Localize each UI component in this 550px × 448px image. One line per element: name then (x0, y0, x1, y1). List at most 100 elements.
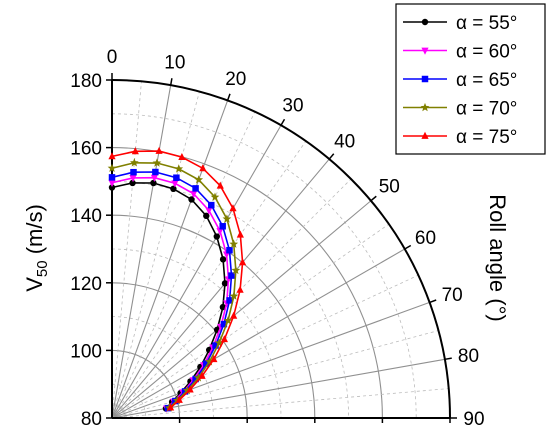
data-point (226, 297, 233, 304)
legend-item: α = 75° (403, 127, 517, 148)
data-point (181, 388, 189, 395)
data-point (152, 158, 162, 167)
grid-spoke-minor (111, 274, 419, 419)
angular-tick-mark (370, 195, 377, 202)
angular-tick-label: 60 (415, 228, 436, 249)
grid-spoke-major (111, 158, 330, 419)
data-point (192, 375, 199, 383)
data-point (150, 174, 158, 182)
angular-tick-label: 20 (225, 69, 246, 90)
legend-marker (420, 102, 430, 112)
data-point (203, 360, 210, 367)
grid-spoke-minor (111, 111, 256, 419)
data-point (170, 185, 177, 193)
data-point (130, 168, 137, 176)
data-point (236, 285, 244, 293)
grid-circle-major (111, 214, 316, 419)
data-point (186, 385, 194, 393)
data-point (192, 185, 199, 192)
data-point (194, 175, 204, 184)
grid-spoke-minor (111, 388, 449, 419)
data-point (166, 403, 175, 411)
legend-item: α = 70° (403, 99, 517, 120)
data-point (213, 233, 220, 240)
data-point (131, 147, 139, 155)
grid-spoke-major (111, 100, 229, 419)
data-point (199, 164, 207, 172)
data-point (229, 291, 239, 300)
grid-spoke-major (111, 85, 172, 419)
data-point (208, 201, 215, 209)
data-point (155, 146, 163, 154)
data-point (214, 338, 224, 347)
data-point (178, 152, 186, 161)
radial-axis-title: V50 (m/s) (22, 204, 51, 292)
data-point (174, 164, 184, 173)
angular-tick-mark (328, 153, 335, 160)
data-point (194, 373, 203, 382)
legend-label: α = 75° (456, 127, 517, 148)
grid-spoke-major (111, 125, 282, 419)
legend-marker (421, 18, 429, 26)
data-point (129, 179, 136, 187)
data-point (198, 371, 206, 379)
legend-label: α = 65° (456, 70, 517, 91)
data-point (108, 179, 116, 187)
series-line (111, 150, 244, 409)
data-point (220, 320, 228, 328)
angular-tick-label: 40 (334, 132, 355, 153)
data-point (228, 272, 235, 279)
grid-spoke-minor (111, 81, 142, 419)
angular-tick-mark (226, 93, 231, 101)
data-point (229, 204, 237, 212)
series-2 (108, 174, 233, 413)
legend-item: α = 55° (403, 13, 517, 34)
radial-tick-label: 140 (70, 206, 102, 227)
legend-label: α = 70° (456, 99, 517, 120)
data-point (230, 311, 238, 319)
legend-marker (421, 47, 429, 55)
grid-spoke-minor (111, 223, 390, 419)
grid-circle-minor (111, 383, 147, 419)
radial-axis-title-sub: 50 (34, 260, 51, 277)
legend-item: α = 60° (403, 42, 517, 63)
legend-item: α = 65° (403, 70, 517, 91)
angular-tick-label: 10 (164, 52, 185, 73)
grid-circle-major (111, 282, 248, 419)
radial-tick-label: 80 (81, 409, 102, 430)
data-point (219, 256, 227, 263)
data-point (182, 386, 192, 395)
radial-tick-label: 120 (70, 274, 102, 295)
angular-tick-mark (404, 244, 412, 250)
angular-axis-line (111, 79, 451, 419)
angular-tick-mark (444, 357, 452, 361)
data-point (108, 184, 116, 191)
angular-tick-label: 80 (458, 346, 479, 367)
data-point (171, 180, 179, 188)
grid-spoke-major (111, 200, 372, 419)
data-point (219, 223, 226, 230)
data-point (150, 179, 157, 187)
data-point (219, 303, 227, 311)
data-point (210, 192, 220, 201)
grid-spoke-major (111, 248, 405, 419)
legend: α = 55° α = 60° α = 65° α = 70° α = 75° (395, 3, 546, 155)
angular-tick-label: 70 (442, 285, 463, 306)
angular-tick-label: 90 (463, 409, 484, 430)
data-point (210, 354, 218, 363)
grid-spoke-minor (111, 140, 307, 419)
data-point (129, 175, 137, 183)
grid-spoke-minor (111, 91, 200, 419)
angular-tick-label: 50 (379, 176, 400, 197)
data-point (152, 168, 159, 176)
data-point (108, 174, 116, 181)
angular-axis-title: Roll angle (°) (485, 194, 510, 321)
angular-tick-mark (429, 299, 437, 304)
data-point (229, 239, 239, 248)
legend-label: α = 60° (456, 42, 517, 63)
data-point (188, 196, 195, 203)
data-point (220, 335, 229, 343)
data-point (205, 357, 214, 366)
data-point (216, 181, 224, 189)
